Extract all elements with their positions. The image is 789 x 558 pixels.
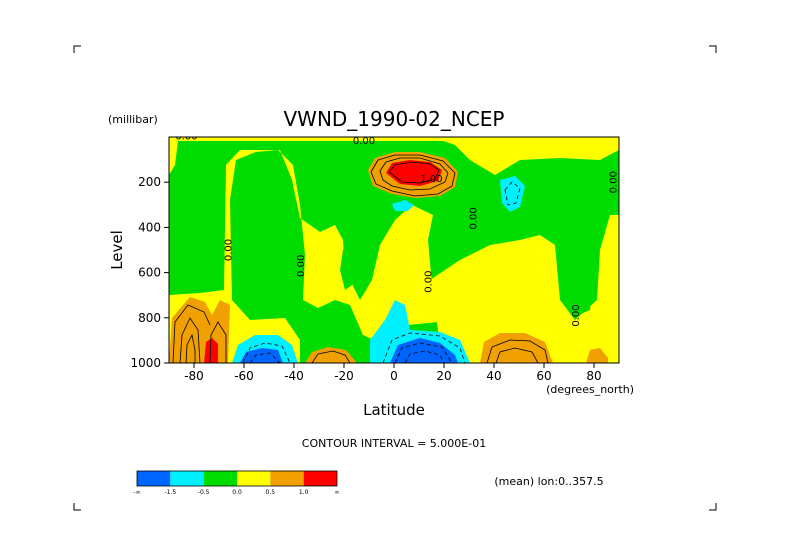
y-axis: 200 400 600 800 1000 [130,175,169,370]
contour-lines [172,154,549,363]
field-yellow-top-strip [169,137,619,141]
field-yellow-southwest [169,150,438,363]
x-tick-label: -80 [184,369,204,383]
field-cyan-small [392,200,414,211]
x-tick-label: 40 [486,369,501,383]
field-yellow-northwest [169,141,178,175]
x-tick-label: -20 [334,369,354,383]
colorbar-label: 1.0 [299,489,309,496]
colorbar-label: 0.5 [266,489,276,496]
x-axis: -80 -60 -40 -20 0 20 40 60 80 [184,363,602,383]
colorbar-frame [136,470,338,487]
contour-label: 0.00 [296,255,307,277]
contour-label: 0.00 [571,304,582,326]
colorbar-label: ∞ [335,489,340,496]
field-red-jet [386,160,442,186]
y-tick-label: 400 [138,220,161,234]
contour-lines-negative [242,181,521,363]
contour-label: 0.00 [224,239,235,261]
y-unit-label: (millibar) [108,113,158,126]
colorbar-label: -1.5 [164,489,176,496]
colorbar: -∞ -1.5 -0.5 0.0 0.5 1.0 ∞ [133,470,340,496]
contour-label: 0.00 [353,136,375,147]
contour-label: 0.00 [424,271,435,293]
contour-label: 0.00 [175,131,197,142]
contour-label: 1.00 [420,174,442,185]
field-blue-southwest [240,348,283,363]
x-unit-label: (degrees_north) [546,383,634,396]
colorbar-swatch [303,471,337,486]
colorbar-swatch [203,471,237,486]
contour-label: 0.00 [469,207,480,229]
contour-interval-note: CONTOUR INTERVAL = 5.000E-01 [302,437,486,450]
field-green-west-tongue [198,236,215,292]
colorbar-swatch [270,471,304,486]
field-cyan-east [500,176,525,212]
mean-longitude-note: (mean) lon:0..357.5 [494,475,603,488]
colorbar-label: 0.0 [232,489,242,496]
x-tick-label: 80 [586,369,601,383]
field-yellow-northeast [440,140,619,175]
y-tick-label: 200 [138,175,161,189]
field-orange-south-mid [305,347,357,363]
y-tick-label: 1000 [130,356,161,370]
x-tick-label: 60 [536,369,551,383]
x-axis-title: Latitude [363,401,425,419]
corner-marks [73,45,717,511]
y-tick-label: 800 [138,311,161,325]
colorbar-swatch [170,471,204,486]
colorbar-label: -∞ [133,489,140,496]
colorbar-label: -0.5 [198,489,210,496]
x-tick-label: -40 [284,369,304,383]
field-yellow-east [430,215,619,363]
chart-title: VWND_1990-02_NCEP [283,107,504,131]
field-red-southwest [204,338,218,363]
contour-label: 0.00 [609,171,620,193]
field-green-mid-finger [340,240,355,290]
y-tick-label: 600 [138,266,161,280]
field-green-east-tongue [568,228,595,315]
x-tick-label: -60 [234,369,254,383]
colorbar-swatch [137,471,171,486]
plot-area: 0.00 0.00 0.00 0.00 1.00 0.00 0.00 0.00 0.00 [169,131,620,363]
field-orange-far-east [586,348,608,363]
colorbar-swatch [237,471,271,486]
y-axis-title: Level [108,230,126,270]
contour-label-layer: 0.00 0.00 0.00 0.00 1.00 0.00 0.00 0.00 0.00 [175,131,620,327]
x-tick-label: 20 [436,369,451,383]
x-tick-label: 0 [390,369,398,383]
